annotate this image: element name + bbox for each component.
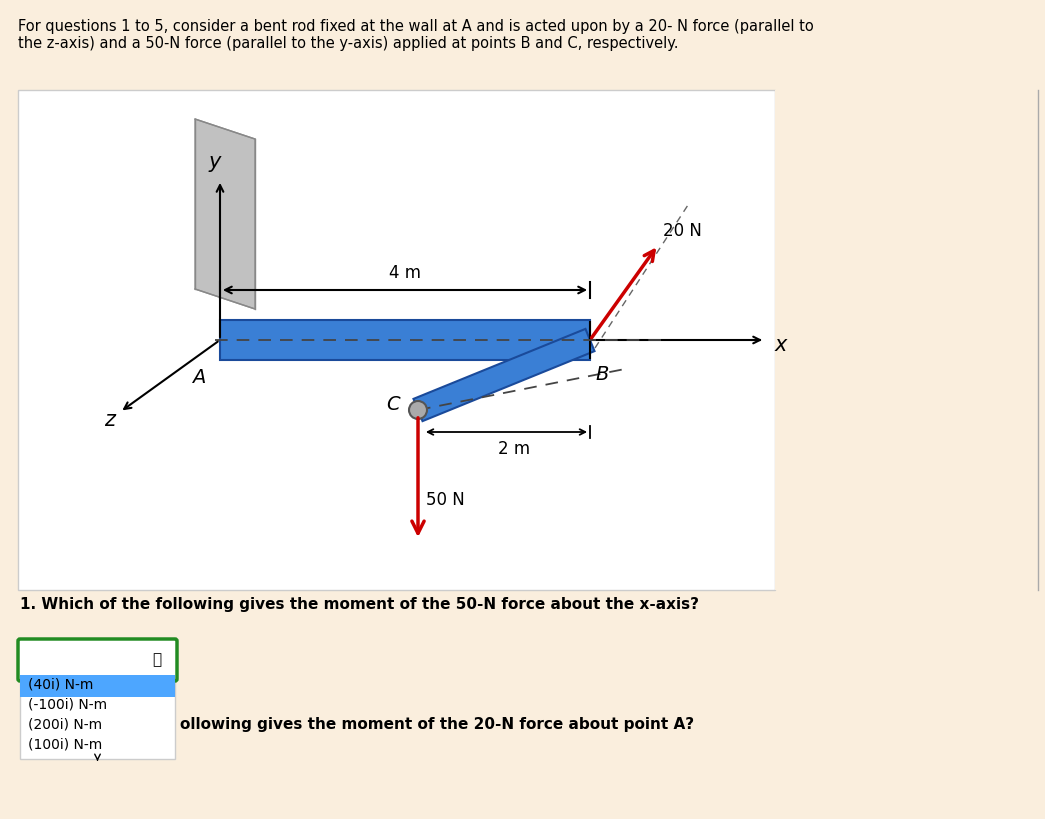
Text: C: C: [387, 396, 400, 414]
Text: 1. Which of the following gives the moment of the 50-N force about the x-axis?: 1. Which of the following gives the mome…: [20, 597, 699, 612]
Text: ollowing gives the moment of the 20-N force about point A?: ollowing gives the moment of the 20-N fo…: [180, 717, 694, 732]
Bar: [18, 90, 775, 590]
Text: ⬧: ⬧: [153, 653, 162, 667]
Bar: [20, 677, 175, 697]
Text: y: y: [209, 152, 222, 172]
FancyBboxPatch shape: [18, 639, 177, 681]
Text: 20 N: 20 N: [663, 222, 702, 240]
Text: 4 m: 4 m: [389, 264, 421, 282]
Bar: [775, 90, 1045, 590]
Text: the z-axis) and a 50-N force (parallel to the y-axis) applied at points B and C,: the z-axis) and a 50-N force (parallel t…: [18, 36, 678, 51]
Text: B: B: [595, 365, 608, 384]
Bar: [20, 677, 175, 759]
Text: (100i) N-m: (100i) N-m: [28, 738, 102, 752]
Polygon shape: [195, 119, 255, 309]
Text: (200i) N-m: (200i) N-m: [28, 718, 102, 732]
Text: x: x: [775, 335, 787, 355]
Polygon shape: [414, 329, 595, 421]
Text: z: z: [104, 410, 116, 430]
Text: (40i) N-m: (40i) N-m: [28, 678, 93, 692]
Circle shape: [409, 401, 427, 419]
Text: For questions 1 to 5, consider a bent rod fixed at the wall at A and is acted up: For questions 1 to 5, consider a bent ro…: [18, 19, 814, 34]
Text: A: A: [191, 368, 205, 387]
Bar: [20, 675, 175, 695]
Text: 50 N: 50 N: [426, 491, 465, 509]
Text: 2 m: 2 m: [497, 440, 530, 458]
Polygon shape: [220, 320, 590, 360]
Text: (-100i) N-m: (-100i) N-m: [28, 698, 108, 712]
